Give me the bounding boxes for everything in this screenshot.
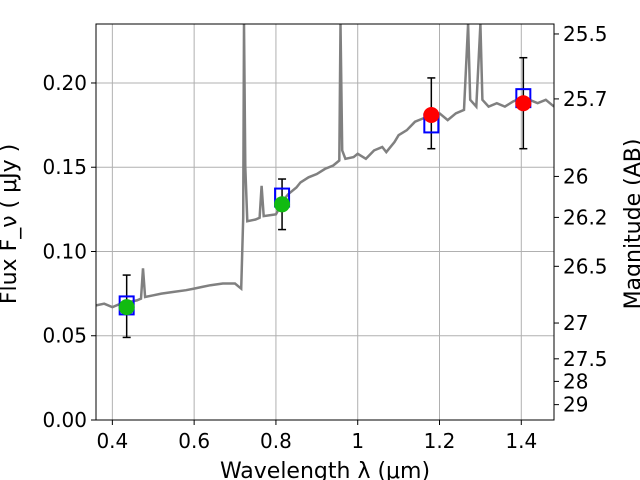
x-tick-label: 0.4 bbox=[96, 429, 128, 453]
magnitude-tick-label: 27.5 bbox=[563, 347, 608, 371]
x-tick-label: 0.6 bbox=[178, 429, 210, 453]
y-tick-label: 0.10 bbox=[42, 239, 87, 263]
grid-lines bbox=[96, 24, 554, 421]
magnitude-tick-label: 26 bbox=[563, 164, 588, 188]
y-tick-label: 0.00 bbox=[42, 408, 87, 432]
magnitude-tick-label: 26.2 bbox=[563, 205, 608, 229]
y-tick-label: 0.20 bbox=[42, 71, 87, 95]
magnitude-tick-label: 25.7 bbox=[563, 87, 608, 111]
y-axis-ticks: 0.00 0.05 0.10 0.15 0.20 bbox=[42, 71, 96, 432]
x-axis-ticks: 0.4 0.6 0.8 1 1.2 1.4 bbox=[96, 420, 537, 453]
spectrum-line bbox=[96, 24, 554, 309]
x-tick-label: 1.2 bbox=[424, 429, 456, 453]
magnitude-tick-label: 26.5 bbox=[563, 254, 608, 278]
observed-photometry-points bbox=[118, 95, 532, 316]
y-axis-label: Flux F_ν ( μJy ) bbox=[0, 144, 22, 304]
observed-point-optical bbox=[274, 196, 291, 213]
observed-point-nir bbox=[515, 95, 532, 112]
magnitude-tick-label: 27 bbox=[563, 311, 588, 335]
y-tick-label: 0.05 bbox=[42, 324, 87, 348]
error-bars bbox=[122, 56, 528, 339]
x-tick-label: 0.8 bbox=[260, 429, 292, 453]
observed-point-optical bbox=[118, 299, 135, 316]
x-axis-label: Wavelength λ (μm) bbox=[220, 459, 430, 480]
magnitude-tick-label: 25.5 bbox=[563, 22, 608, 46]
plot-frame bbox=[95, 23, 555, 421]
spectrum-series bbox=[96, 24, 554, 309]
magnitude-tick-label: 28 bbox=[563, 369, 588, 393]
observed-point-nir bbox=[423, 106, 440, 123]
magnitude-axis-label: Magnitude (AB) bbox=[621, 139, 640, 310]
model-photometry-boxes bbox=[118, 88, 532, 316]
magnitude-tick-label: 29 bbox=[563, 393, 588, 417]
x-tick-label: 1.4 bbox=[505, 429, 537, 453]
x-tick-label: 1 bbox=[351, 429, 364, 453]
y-tick-label: 0.15 bbox=[42, 155, 87, 179]
